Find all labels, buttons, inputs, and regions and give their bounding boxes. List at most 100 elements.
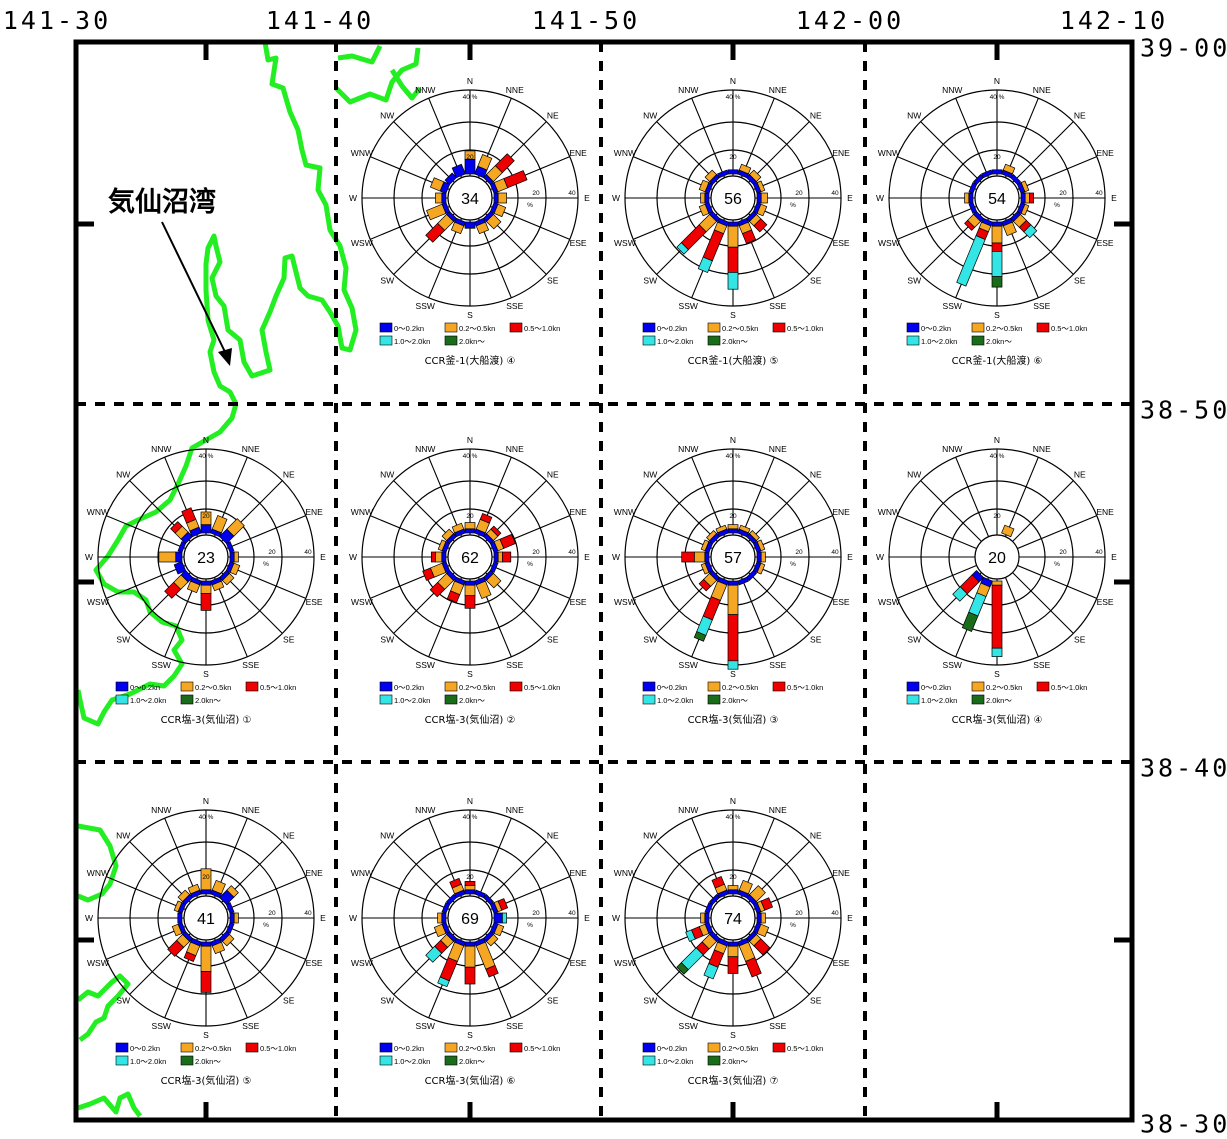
rose-bar — [441, 528, 455, 542]
legend-swatch — [971, 335, 985, 346]
rose-bar — [727, 885, 739, 891]
coastline-segment — [77, 1091, 142, 1118]
direction-label: ENE — [832, 868, 850, 878]
direction-label: SSW — [943, 301, 962, 311]
direction-label: SSE — [506, 1021, 523, 1031]
direction-label: NW — [380, 110, 394, 120]
direction-label: W — [85, 913, 93, 923]
rose-bar — [727, 941, 739, 947]
legend-swatch — [772, 322, 786, 333]
coastline-segment — [337, 44, 383, 65]
direction-label: SSW — [152, 1021, 171, 1031]
rose-spoke — [745, 569, 810, 634]
wind-rose: 54 N NNE NE ENE E ESE SE SSE S SSW SW WSW W WNW NW NNW 40… — [876, 76, 1117, 367]
calm-circle — [710, 175, 756, 221]
rose-bar — [991, 580, 1003, 586]
direction-label: NNW — [678, 85, 698, 95]
direction-label: ENE — [832, 507, 850, 517]
rose-bar — [167, 939, 185, 957]
ring-label-percent: % — [527, 922, 533, 929]
rose-bar — [485, 213, 502, 230]
rose-bar — [211, 879, 226, 895]
legend-label: 2.0kn～ — [195, 696, 221, 705]
direction-label: WNW — [614, 507, 636, 517]
direction-label: NE — [1074, 469, 1086, 479]
legend-swatch — [906, 681, 920, 692]
direction-label: NNW — [151, 444, 171, 454]
rose-bar — [433, 923, 447, 938]
rose-bar — [711, 875, 725, 889]
legend-swatch — [642, 335, 656, 346]
rose-bar — [200, 868, 212, 891]
ring-label-40-east: 40 — [568, 190, 576, 197]
legend-swatch — [180, 1042, 194, 1053]
rose-bar — [200, 580, 212, 586]
direction-label: N — [730, 76, 736, 86]
longitude-label: 142-00 — [795, 6, 905, 35]
rose-bar — [430, 551, 436, 563]
ring-label-top: 40 % — [463, 94, 478, 101]
rose-bar — [968, 182, 978, 194]
calm-value: 20 — [988, 550, 1006, 567]
rose-bar — [439, 957, 458, 982]
direction-label: E — [584, 552, 590, 562]
direction-label: SW — [907, 276, 921, 286]
rose-spoke — [1009, 480, 1074, 545]
legend-swatch — [906, 694, 920, 705]
direction-label: SSW — [943, 660, 962, 670]
legend-label: 0.5～1.0kn — [524, 1044, 560, 1053]
calm-circle — [710, 895, 756, 941]
latitude-label: 38-30 — [1140, 1109, 1227, 1139]
rose-bar — [727, 584, 739, 615]
ring-label-40-east: 40 — [304, 910, 312, 917]
wind-rose: 34 N NNE NE ENE E ESE SE SSE S SSW SW WSW W WNW NW NNW 40… — [349, 76, 590, 367]
direction-label: S — [994, 310, 1000, 320]
direction-label: SSE — [242, 1021, 259, 1031]
ring-label-20: 20 — [202, 513, 210, 520]
rose-bar — [741, 229, 757, 244]
rose-bar — [479, 513, 493, 524]
direction-label: SSE — [769, 301, 786, 311]
direction-label: NNW — [678, 444, 698, 454]
direction-label: SSW — [679, 1021, 698, 1031]
ring-label-20-east: 20 — [795, 190, 803, 197]
direction-label: ENE — [569, 507, 587, 517]
rose-bar — [760, 897, 774, 911]
direction-label: E — [1111, 193, 1117, 203]
legend-swatch — [772, 1042, 786, 1053]
rose-bar — [482, 894, 494, 906]
ring-label-top: 40 % — [726, 453, 741, 460]
direction-label: ESE — [570, 238, 587, 248]
ring-label-40-east: 40 — [568, 910, 576, 917]
rose-bar — [437, 976, 450, 988]
rose-bar — [968, 592, 987, 617]
ring-label-percent: % — [790, 922, 796, 929]
rose-bar — [497, 898, 509, 911]
wind-rose: 41 N NNE NE ENE E ESE SE SSE S SSW SW WSW W WNW NW NNW 40… — [85, 796, 326, 1087]
rose-bar — [700, 562, 710, 575]
direction-label: E — [847, 552, 853, 562]
rose-bar — [441, 912, 447, 924]
rose-bar — [490, 525, 502, 537]
rose-bar — [464, 522, 476, 530]
direction-label: S — [994, 669, 1000, 679]
direction-label: NNE — [769, 805, 787, 815]
direction-label: N — [467, 76, 473, 86]
rose-bar — [704, 902, 714, 914]
rose-bar — [200, 584, 212, 594]
rose-bar — [727, 221, 739, 227]
rose-bar — [429, 581, 446, 598]
rose-bar — [464, 941, 476, 947]
rose-bar — [737, 576, 749, 586]
grid-lines — [76, 42, 1132, 1120]
rose-bar — [497, 192, 507, 204]
rose-bar — [738, 879, 753, 895]
rose-spoke — [749, 156, 833, 192]
coastline-segment — [77, 823, 119, 903]
rose-bar — [753, 938, 771, 956]
coastline-segment — [203, 41, 359, 406]
direction-label: SW — [380, 276, 394, 286]
legend-label: 2.0kn～ — [459, 1057, 485, 1066]
direction-label: NW — [643, 110, 657, 120]
station-caption: CCR釜-1(大船渡) ④ — [425, 354, 516, 367]
